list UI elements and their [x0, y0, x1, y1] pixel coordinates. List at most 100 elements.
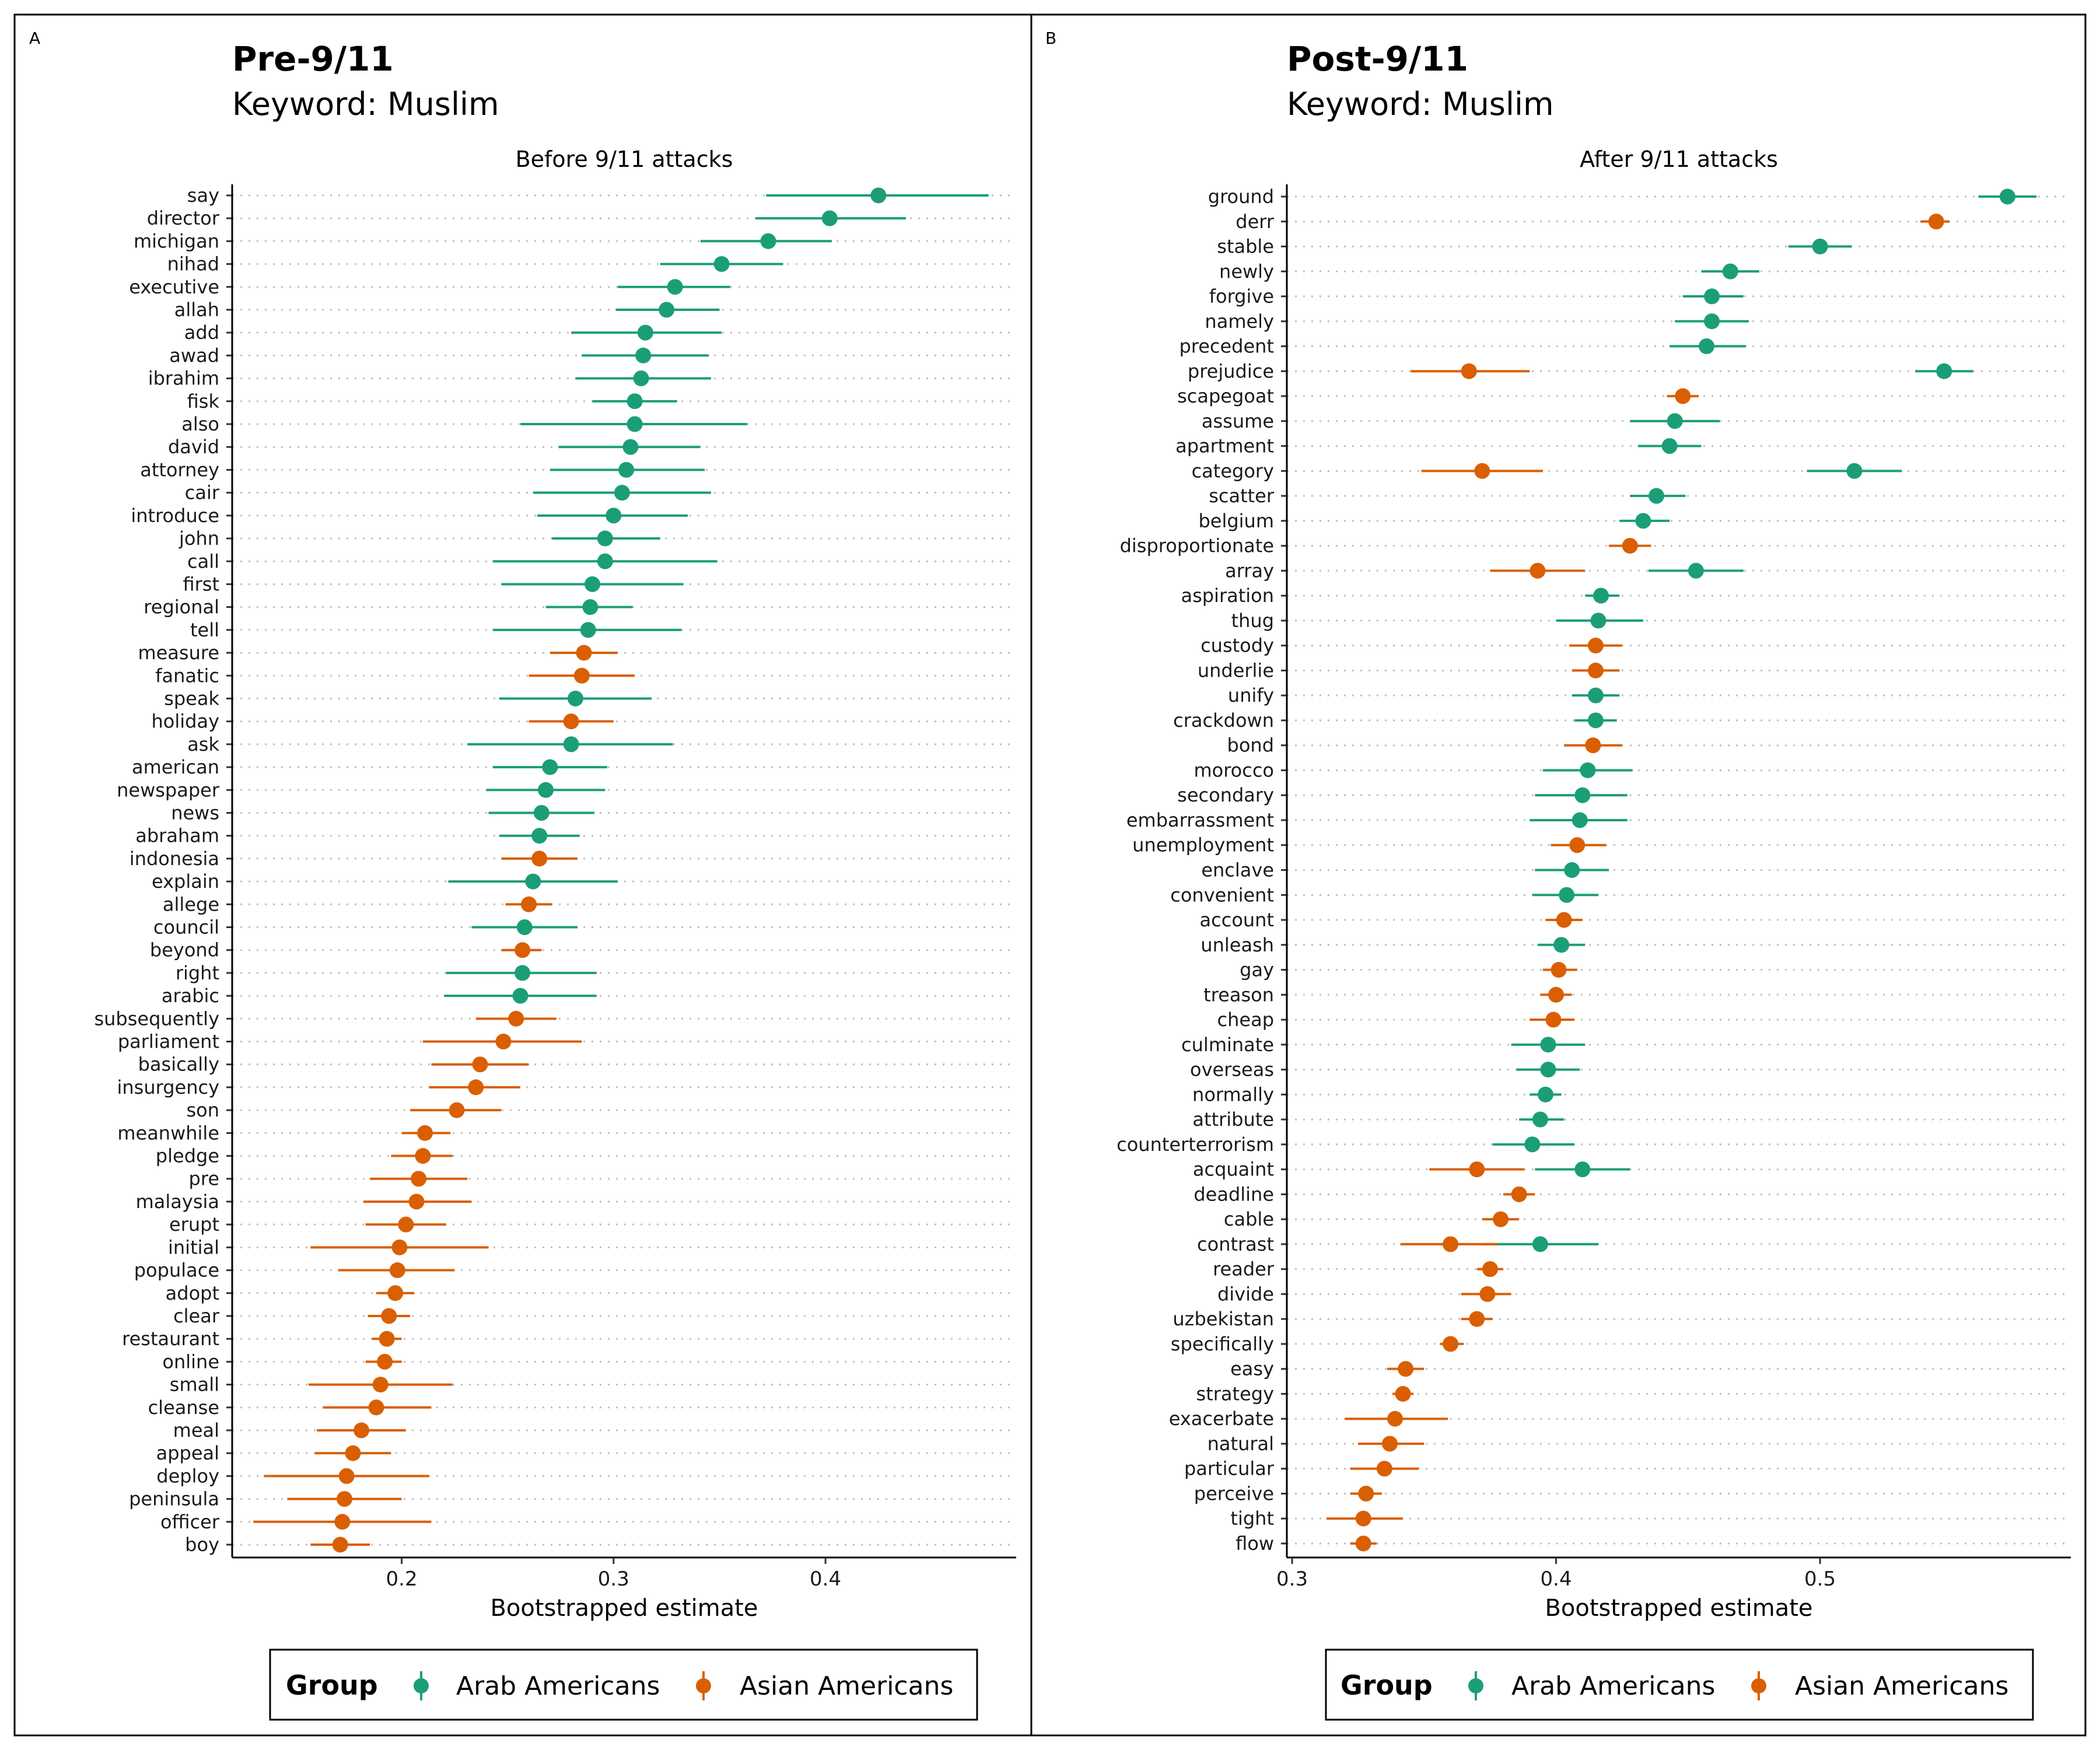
data-point: [512, 988, 528, 1004]
data-point: [1532, 1111, 1548, 1128]
y-tick-label: particular: [1184, 1458, 1275, 1480]
data-point: [1398, 1361, 1414, 1377]
data-point: [1553, 937, 1570, 953]
data-point: [391, 1239, 408, 1255]
data-point: [1675, 388, 1691, 404]
data-point: [1574, 787, 1591, 803]
y-tick-label: convenient: [1170, 884, 1274, 906]
y-tick-label: adopt: [166, 1282, 219, 1304]
y-tick-label: divide: [1217, 1283, 1274, 1305]
data-point: [1999, 188, 2015, 205]
data-point: [1355, 1510, 1371, 1527]
data-point: [1532, 1236, 1548, 1252]
y-tick-label: unleash: [1200, 934, 1274, 956]
y-tick-label: forgive: [1209, 285, 1274, 307]
data-point: [1358, 1485, 1374, 1502]
panel-a-subtitle: Keyword: Muslim: [232, 86, 499, 123]
y-tick-label: michigan: [134, 230, 219, 252]
data-point: [389, 1262, 405, 1279]
legend-key-asian-point: [696, 1678, 711, 1693]
data-point: [622, 439, 639, 455]
y-tick-label: john: [178, 527, 219, 550]
y-tick-label: son: [186, 1099, 219, 1121]
y-tick-label: morocco: [1194, 759, 1274, 781]
y-tick-label: basically: [138, 1054, 219, 1076]
y-tick-label: thug: [1231, 610, 1274, 632]
data-point: [1587, 687, 1604, 704]
data-point: [1443, 1236, 1459, 1252]
data-point: [1661, 438, 1678, 454]
data-point: [1587, 638, 1604, 654]
data-point: [1556, 912, 1572, 928]
data-point: [1936, 363, 1952, 379]
data-point: [1376, 1461, 1392, 1477]
y-tick-label: account: [1200, 909, 1274, 931]
y-tick-label: meal: [173, 1419, 219, 1441]
y-tick-label: ask: [187, 733, 219, 755]
y-tick-label: counterterrorism: [1116, 1133, 1274, 1156]
y-tick-label: appeal: [156, 1442, 219, 1464]
data-point: [1524, 1136, 1541, 1153]
x-tick-label: 0.3: [1276, 1567, 1308, 1591]
data-point: [1622, 538, 1638, 554]
y-tick-label: unify: [1228, 684, 1274, 706]
data-point: [398, 1216, 414, 1233]
y-tick-label: explain: [152, 870, 219, 892]
data-point: [580, 622, 596, 638]
data-point: [1704, 288, 1720, 304]
data-point: [533, 804, 550, 821]
data-point: [468, 1079, 484, 1096]
y-tick-label: regional: [144, 596, 219, 618]
legend-label-arab: Arab Americans: [456, 1671, 660, 1701]
data-point: [516, 919, 533, 936]
y-tick-label: allege: [163, 893, 219, 915]
data-point: [1387, 1410, 1404, 1427]
legend-label-arab: Arab Americans: [1511, 1671, 1715, 1701]
data-point: [1688, 562, 1704, 579]
y-tick-label: executive: [129, 276, 219, 298]
y-tick-label: scapegoat: [1177, 385, 1274, 407]
data-point: [1355, 1535, 1371, 1552]
y-tick-label: restaurant: [122, 1328, 219, 1350]
y-tick-label: peninsula: [129, 1488, 219, 1510]
data-point: [1928, 214, 1944, 230]
y-tick-label: meanwhile: [117, 1122, 219, 1144]
y-tick-label: belgium: [1198, 510, 1274, 532]
y-tick-label: holiday: [152, 710, 220, 733]
legend-key-arab: [414, 1671, 429, 1700]
y-tick-label: beyond: [150, 939, 219, 961]
y-tick-label: specifically: [1171, 1333, 1274, 1355]
data-point: [1482, 1261, 1498, 1278]
y-tick-label: cair: [185, 482, 220, 504]
y-tick-label: council: [153, 916, 219, 939]
y-tick-label: malaysia: [136, 1191, 219, 1213]
data-point: [1699, 338, 1715, 355]
y-tick-label: normally: [1192, 1083, 1274, 1105]
legend-key-arab: [1468, 1671, 1483, 1700]
y-tick-label: scatter: [1209, 485, 1275, 507]
x-tick-label: 0.2: [386, 1567, 418, 1591]
y-tick-label: deploy: [156, 1465, 219, 1487]
data-point: [1812, 239, 1828, 255]
panel-a-plot: saydirectormichigannihadexecutiveallahad…: [94, 184, 1016, 1591]
legend-key-asian: [1751, 1671, 1766, 1700]
y-tick-label: abraham: [135, 825, 219, 847]
data-point: [381, 1308, 397, 1324]
panel-b: B Post-9/11 Keyword: Muslim After 9/11 a…: [1045, 29, 2071, 1721]
panel-a-letter: A: [29, 29, 40, 48]
data-point: [1587, 662, 1604, 678]
data-point: [449, 1102, 465, 1118]
data-point: [531, 828, 548, 844]
data-point: [334, 1514, 351, 1530]
y-tick-label: parliament: [118, 1031, 219, 1053]
y-tick-label: erupt: [169, 1213, 219, 1236]
y-tick-label: also: [181, 413, 219, 435]
data-point: [354, 1422, 370, 1438]
data-point: [626, 416, 643, 432]
y-tick-label: subsequently: [94, 1007, 219, 1030]
y-tick-label: awad: [169, 344, 219, 366]
data-point: [337, 1491, 353, 1507]
data-point: [1540, 1037, 1556, 1053]
data-point: [667, 279, 683, 295]
data-point: [338, 1468, 355, 1484]
